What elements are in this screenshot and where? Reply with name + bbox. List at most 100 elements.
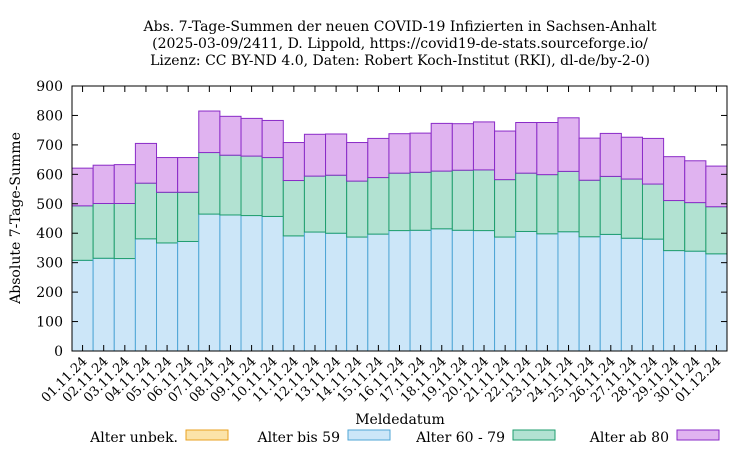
bar-03.11.24-series-2 <box>113 202 136 260</box>
bar-08.11.24-series-1 <box>219 214 242 352</box>
legend-label-0: Alter unbek. <box>89 430 178 446</box>
bar-30.11.24-series-3 <box>684 160 707 204</box>
legend-label-2: Alter 60 - 79 <box>415 430 505 446</box>
bar-28.11.24-series-1 <box>641 238 665 352</box>
bar-22.11.24-series-2 <box>515 172 538 232</box>
bar-12.11.24-series-1 <box>303 231 327 352</box>
bar-03.11.24-series-1 <box>113 258 136 352</box>
bar-17.11.24-series-2 <box>409 171 432 231</box>
bar-27.11.24-series-2 <box>620 178 643 239</box>
bar-25.11.24-series-3 <box>578 137 601 181</box>
title-line-2: (2025-03-09/2411, D. Lippold, https://co… <box>152 36 648 52</box>
bar-07.11.24-series-1 <box>198 213 221 352</box>
bar-09.11.24-series-3 <box>240 117 263 157</box>
legend: Alter unbek. Alter bis 59 Alter 60 - 79 Alt… <box>89 429 720 446</box>
bar-08.11.24-series-2 <box>219 154 242 216</box>
bar-16.11.24-series-1 <box>388 230 411 352</box>
bar-14.11.24-series-1 <box>346 236 369 352</box>
bar-29.11.24-series-2 <box>663 200 686 252</box>
bar-19.11.24-series-2 <box>451 169 474 231</box>
y-tick-label: 900 <box>36 79 63 95</box>
bar-17.11.24-series-3 <box>409 132 432 173</box>
bar-18.11.24-series-2 <box>430 170 453 230</box>
bar-01.12.24-series-2 <box>705 206 728 255</box>
bar-23.11.24-series-3 <box>536 122 559 176</box>
bar-20.11.24-series-2 <box>472 169 496 232</box>
bar-22.11.24-series-3 <box>515 122 538 174</box>
legend-label-3: Alter ab 80 <box>589 430 669 446</box>
title-line-3: Lizenz: CC BY-ND 4.0, Daten: Robert Koch… <box>150 53 650 69</box>
bar-28.11.24-series-3 <box>641 137 665 185</box>
legend-label-1: Alter bis 59 <box>256 430 340 446</box>
bar-29.11.24-series-3 <box>663 156 686 202</box>
bar-24.11.24-series-1 <box>557 231 580 352</box>
plot-frame <box>71 85 728 352</box>
bar-08.11.24-series-3 <box>219 115 242 156</box>
bar-01.12.24-series-3 <box>705 165 728 208</box>
y-tick-label: 300 <box>36 256 63 272</box>
bar-18.11.24-series-3 <box>430 122 453 172</box>
y-tick-label: 700 <box>36 138 63 154</box>
bar-02.11.24-series-2 <box>92 202 115 259</box>
bar-03.11.24-series-3 <box>113 164 136 204</box>
bar-26.11.24-series-2 <box>599 175 622 235</box>
x-axis-ticks: 01.11.2402.11.2403.11.2404.11.2405.11.24… <box>39 86 724 406</box>
bar-25.11.24-series-2 <box>578 179 601 238</box>
bar-04.11.24-series-2 <box>134 182 158 240</box>
bar-26.11.24-series-3 <box>599 132 622 177</box>
legend-swatch-3 <box>676 429 720 441</box>
bar-13.11.24-series-2 <box>325 174 348 234</box>
bar-20.11.24-series-3 <box>472 121 496 171</box>
bar-02.11.24-series-1 <box>92 257 115 352</box>
bar-15.11.24-series-1 <box>367 233 390 352</box>
bar-07.11.24-series-3 <box>198 110 221 154</box>
bar-21.11.24-series-2 <box>494 179 517 238</box>
title-line-1: Abs. 7-Tage-Summen der neuen COVID-19 In… <box>143 19 657 35</box>
bar-01.11.24-series-1 <box>71 259 94 352</box>
bar-12.11.24-series-2 <box>303 175 327 233</box>
bar-14.11.24-series-2 <box>346 180 369 238</box>
y-axis-ticks: 0 100 200 300 400 500 600 700 800 900 <box>36 79 727 360</box>
y-tick-label: 600 <box>36 167 63 183</box>
bar-10.11.24-series-2 <box>261 157 284 217</box>
bar-21.11.24-series-1 <box>494 236 517 352</box>
bar-09.11.24-series-1 <box>240 215 263 352</box>
y-tick-label: 0 <box>54 344 63 360</box>
bar-05.11.24-series-1 <box>156 242 179 352</box>
bar-19.11.24-series-3 <box>451 123 474 171</box>
bar-17.11.24-series-1 <box>409 229 432 352</box>
bar-19.11.24-series-1 <box>451 229 474 352</box>
bar-16.11.24-series-2 <box>388 172 411 232</box>
bar-05.11.24-series-3 <box>156 157 179 193</box>
bar-25.11.24-series-1 <box>578 236 601 352</box>
bar-18.11.24-series-1 <box>430 228 453 352</box>
bar-09.11.24-series-2 <box>240 155 263 217</box>
bar-01.11.24-series-3 <box>71 167 94 207</box>
chart-title: Abs. 7-Tage-Summen der neuen COVID-19 In… <box>143 19 657 69</box>
bar-30.11.24-series-2 <box>684 202 707 252</box>
bar-02.11.24-series-3 <box>92 164 115 204</box>
bar-11.11.24-series-1 <box>282 235 305 352</box>
bar-21.11.24-series-3 <box>494 130 517 181</box>
bar-27.11.24-series-3 <box>620 136 643 180</box>
bar-06.11.24-series-2 <box>177 191 200 242</box>
bar-06.11.24-series-3 <box>177 157 200 193</box>
bar-29.11.24-series-1 <box>663 250 686 352</box>
bar-16.11.24-series-3 <box>388 133 411 174</box>
y-tick-label: 200 <box>36 285 63 301</box>
bar-stacks <box>71 110 728 352</box>
legend-swatch-1 <box>347 429 391 441</box>
bar-10.11.24-series-3 <box>261 119 284 159</box>
bar-15.11.24-series-3 <box>367 137 390 179</box>
y-tick-label: 500 <box>36 197 63 213</box>
bar-23.11.24-series-2 <box>536 174 559 235</box>
bar-28.11.24-series-2 <box>641 183 665 240</box>
bar-07.11.24-series-2 <box>198 152 221 215</box>
bar-06.11.24-series-1 <box>177 240 200 352</box>
bar-27.11.24-series-1 <box>620 237 643 352</box>
bar-15.11.24-series-2 <box>367 177 390 235</box>
bar-26.11.24-series-1 <box>599 233 622 352</box>
bar-23.11.24-series-1 <box>536 233 559 352</box>
bar-01.12.24-series-1 <box>705 253 728 352</box>
